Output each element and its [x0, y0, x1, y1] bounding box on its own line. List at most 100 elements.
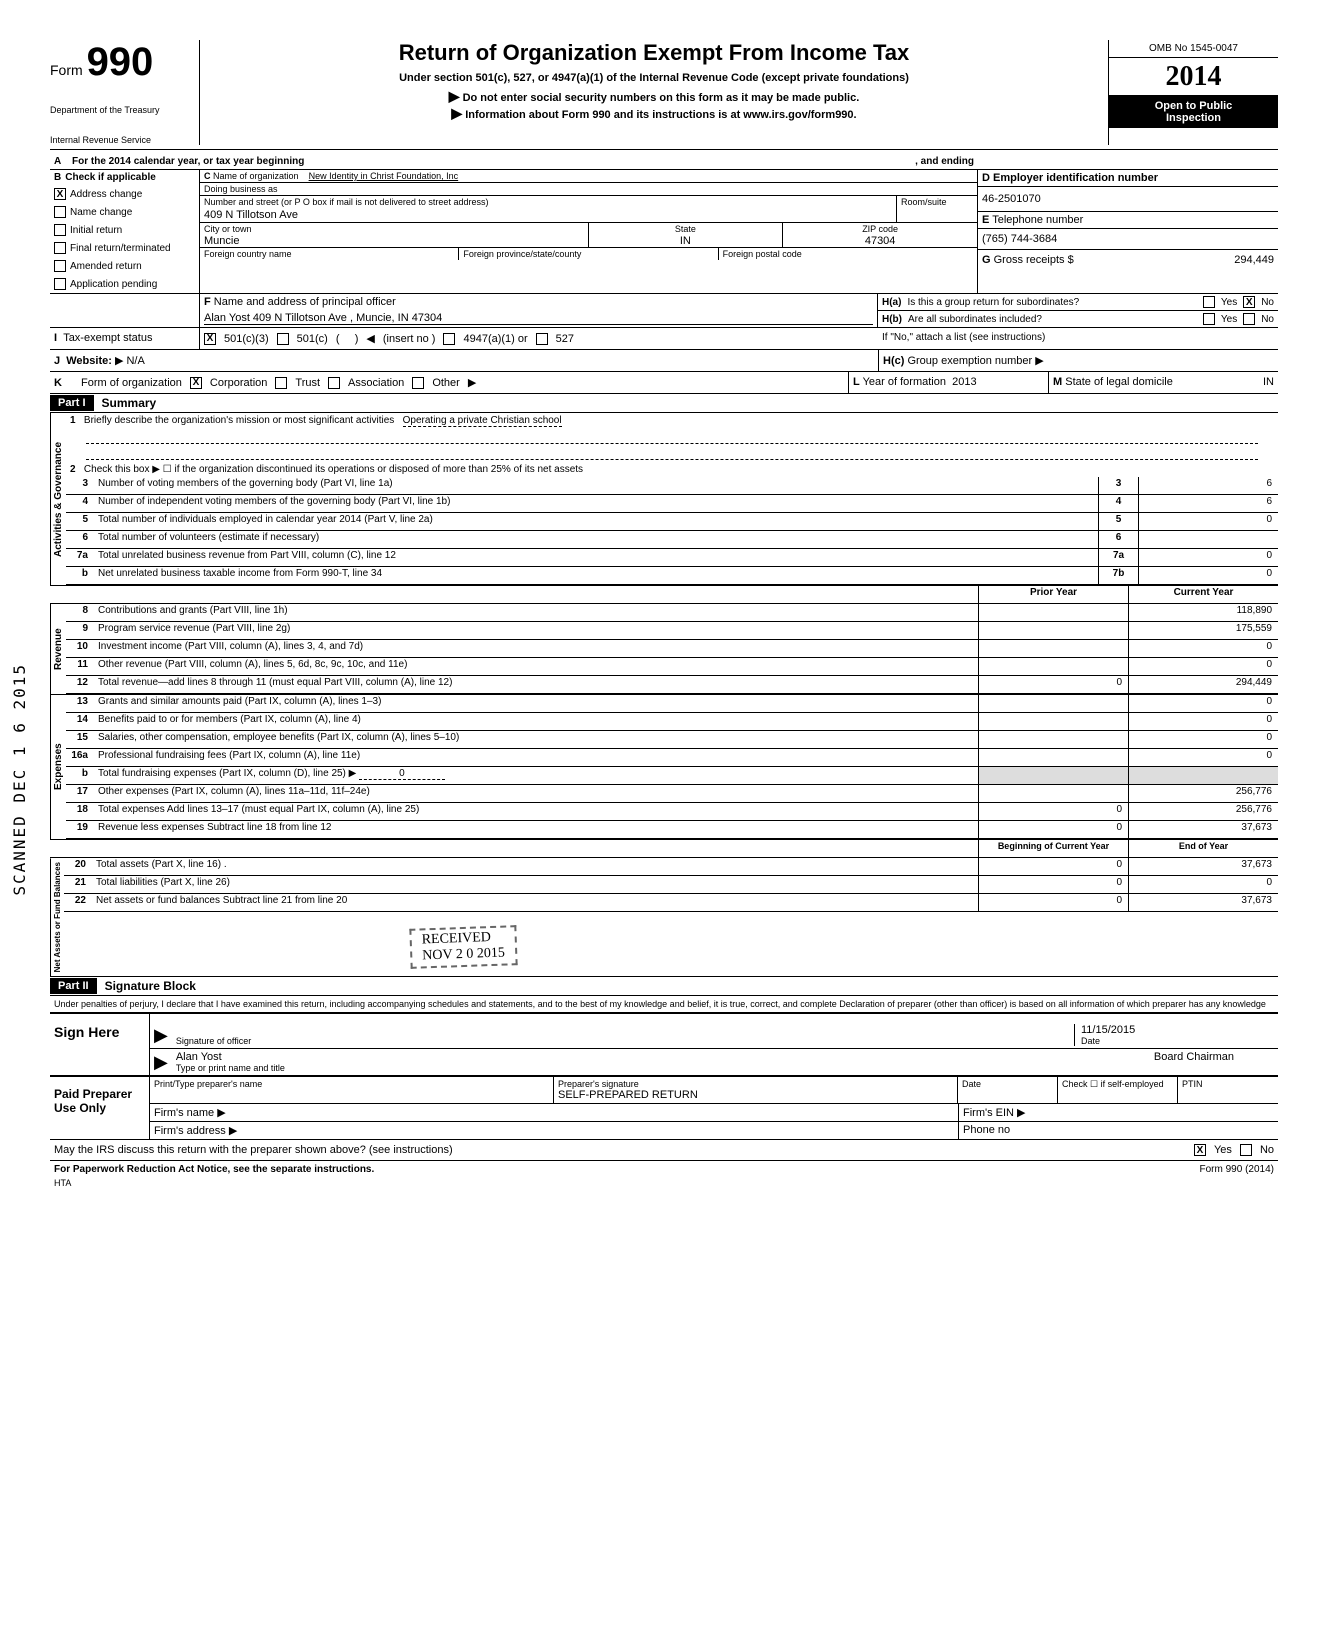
line1-label: Briefly describe the organization's miss…: [84, 415, 394, 426]
check-assoc[interactable]: [328, 377, 340, 389]
opt-501c3: 501(c)(3): [224, 333, 269, 345]
begin-year-header: Beginning of Current Year: [978, 840, 1128, 857]
firm-name-label: Firm's name: [154, 1107, 214, 1119]
line-box: 7a: [1098, 549, 1138, 566]
zip-value: 47304: [783, 235, 977, 247]
check-trust[interactable]: [275, 377, 287, 389]
check-applicable-label: Check if applicable: [65, 172, 156, 183]
hb-yes[interactable]: [1203, 313, 1215, 325]
ha-no[interactable]: X: [1243, 296, 1255, 308]
line-val: 0: [1138, 549, 1278, 566]
check-501c[interactable]: [277, 333, 289, 345]
check-corp[interactable]: X: [190, 377, 202, 389]
letter-e: E: [982, 214, 989, 226]
line-curr: 37,673: [1128, 821, 1278, 838]
letter-a: A: [54, 156, 72, 167]
line-num: 16a: [66, 749, 94, 766]
line-text: Net assets or fund balances Subtract lin…: [92, 894, 978, 911]
check-name-change[interactable]: [54, 206, 66, 218]
zip-label: ZIP code: [783, 223, 977, 235]
check-initial-return[interactable]: [54, 224, 66, 236]
line-text: Total liabilities (Part X, line 26): [92, 876, 978, 893]
line-text: Professional fundraising fees (Part IX, …: [94, 749, 978, 766]
check-amended-label: Amended return: [70, 261, 142, 272]
discuss-no[interactable]: [1240, 1144, 1252, 1156]
check-4947[interactable]: [443, 333, 455, 345]
check-501c3[interactable]: X: [204, 333, 216, 345]
line-curr: 0: [1128, 695, 1278, 712]
sign-here-label: Sign Here: [50, 1014, 150, 1075]
line-num: 20: [64, 858, 92, 875]
line-text: Benefits paid to or for members (Part IX…: [94, 713, 978, 730]
line-curr: 0: [1128, 640, 1278, 657]
letter-d: D: [982, 172, 990, 184]
check-amended[interactable]: [54, 260, 66, 272]
line-curr: 37,673: [1128, 858, 1278, 875]
line-text: Number of voting members of the governin…: [94, 477, 1098, 494]
line-text: Other expenses (Part IX, column (A), lin…: [94, 785, 978, 802]
line-val: 0: [1138, 567, 1278, 584]
opt-527: 527: [556, 333, 574, 345]
line-num: 14: [66, 713, 94, 730]
line-curr: 0: [1128, 749, 1278, 766]
line-num: 12: [66, 676, 94, 693]
hb-no[interactable]: [1243, 313, 1255, 325]
line-text: Program service revenue (Part VIII, line…: [94, 622, 978, 639]
line-curr: 0: [1128, 876, 1278, 893]
form-title: Return of Organization Exempt From Incom…: [235, 40, 1073, 66]
year-formation-value: 2013: [952, 376, 976, 388]
form-number: 990: [87, 40, 154, 84]
line-curr: 294,449: [1128, 676, 1278, 693]
paid-preparer-label: Paid Preparer Use Only: [50, 1077, 150, 1139]
check-final-return[interactable]: [54, 242, 66, 254]
line-curr: [1128, 767, 1278, 784]
discuss-yes[interactable]: X: [1194, 1144, 1206, 1156]
check-app-pending[interactable]: [54, 278, 66, 290]
line-box: 4: [1098, 495, 1138, 512]
ha-yes[interactable]: [1203, 296, 1215, 308]
letter-m: M: [1053, 376, 1062, 388]
check-527[interactable]: [536, 333, 548, 345]
line-curr: 0: [1128, 713, 1278, 730]
line-num: 9: [66, 622, 94, 639]
line-text: Total expenses Add lines 13–17 (must equ…: [94, 803, 978, 820]
line-prior: 0: [978, 803, 1128, 820]
side-net: Net Assets or Fund Balances: [50, 858, 64, 976]
form-org-label: Form of organization: [81, 377, 182, 389]
firm-addr-label: Firm's address: [154, 1125, 226, 1137]
form-header: Form 990 Department of the Treasury Inte…: [50, 40, 1278, 150]
letter-k: K: [54, 377, 62, 389]
org-name: New Identity in Christ Foundation, Inc: [309, 171, 459, 181]
line-prior: [978, 731, 1128, 748]
prep-sig-label: Preparer's signature: [558, 1079, 953, 1089]
opt-other: Other: [432, 377, 460, 389]
stamp-date: NOV 2 0 2015: [422, 946, 505, 965]
foreign-prov-label: Foreign province/state/county: [459, 248, 717, 260]
line-text: Revenue less expenses Subtract line 18 f…: [94, 821, 978, 838]
line-num: 19: [66, 821, 94, 838]
row-a-text2: , and ending: [915, 156, 974, 167]
officer-name: Alan Yost: [176, 1051, 222, 1063]
line-val: 0: [1138, 513, 1278, 530]
check-other[interactable]: [412, 377, 424, 389]
check-address-change[interactable]: X: [54, 188, 66, 200]
perjury-text: Under penalties of perjury, I declare th…: [50, 996, 1278, 1013]
letter-c: C: [204, 171, 211, 181]
state-domicile-label: State of legal domicile: [1065, 376, 1173, 388]
line-prior: [978, 767, 1128, 784]
line-val: [1138, 531, 1278, 548]
city-label: City or town: [200, 223, 588, 235]
opt-insert: (insert no ): [383, 333, 436, 345]
line-num: 4: [66, 495, 94, 512]
line-text: Total unrelated business revenue from Pa…: [94, 549, 1098, 566]
check-self-employed: Check ☐ if self-employed: [1058, 1077, 1178, 1103]
line-text: Total revenue—add lines 8 through 11 (mu…: [94, 676, 978, 693]
instruct-1: Do not enter social security numbers on …: [463, 92, 860, 104]
line-prior: [978, 622, 1128, 639]
foreign-country-label: Foreign country name: [200, 248, 458, 260]
hc-label: Group exemption number: [907, 355, 1032, 367]
line-val: 6: [1138, 477, 1278, 494]
tax-year: 2014: [1166, 61, 1222, 92]
hb-note: If "No," attach a list (see instructions…: [878, 328, 1278, 349]
line1-value: Operating a private Christian school: [403, 415, 562, 427]
